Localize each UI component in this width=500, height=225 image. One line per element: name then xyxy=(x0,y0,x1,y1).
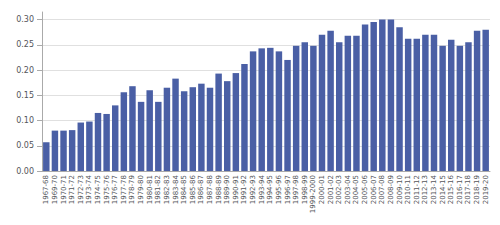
svg-text:1992-93: 1992-93 xyxy=(249,175,257,204)
svg-text:1982-83: 1982-83 xyxy=(163,175,171,204)
svg-text:1981-82: 1981-82 xyxy=(154,175,162,204)
svg-text:1997-98: 1997-98 xyxy=(292,175,300,204)
svg-text:1996-97: 1996-97 xyxy=(284,175,292,204)
svg-text:1984-85: 1984-85 xyxy=(180,175,188,204)
svg-text:1991-92: 1991-92 xyxy=(240,175,248,204)
svg-text:2000-01: 2000-01 xyxy=(318,175,326,204)
svg-text:0.00: 0.00 xyxy=(16,167,34,176)
svg-text:1986-87: 1986-87 xyxy=(197,175,205,204)
svg-text:1990-91: 1990-91 xyxy=(232,175,240,204)
svg-text:2009-10: 2009-10 xyxy=(396,175,404,204)
svg-text:2015-16: 2015-16 xyxy=(447,174,455,204)
svg-text:2016-17: 2016-17 xyxy=(456,175,464,204)
svg-text:0.10: 0.10 xyxy=(16,116,34,125)
svg-text:1969-70: 1969-70 xyxy=(51,175,59,204)
svg-text:0.20: 0.20 xyxy=(16,66,34,75)
svg-text:2004-05: 2004-05 xyxy=(352,175,360,204)
svg-text:1978-79: 1978-79 xyxy=(128,175,136,204)
svg-text:1999-2000: 1999-2000 xyxy=(309,175,317,213)
svg-text:1998-99: 1998-99 xyxy=(301,175,309,204)
svg-text:0.05: 0.05 xyxy=(16,141,34,150)
svg-text:1972-73: 1972-73 xyxy=(77,175,85,204)
svg-text:1976-77: 1976-77 xyxy=(111,175,119,204)
svg-text:2006-07: 2006-07 xyxy=(370,175,378,204)
svg-text:1967-68: 1967-68 xyxy=(42,175,50,204)
svg-text:2017-18: 2017-18 xyxy=(464,175,472,204)
svg-text:1995-96: 1995-96 xyxy=(275,174,283,204)
svg-text:1993-94: 1993-94 xyxy=(258,174,266,204)
svg-text:1980-81: 1980-81 xyxy=(146,175,154,204)
svg-text:0.15: 0.15 xyxy=(16,91,34,100)
svg-text:2018-19: 2018-19 xyxy=(473,175,481,204)
svg-text:1970-71: 1970-71 xyxy=(60,175,68,204)
svg-text:1994-95: 1994-95 xyxy=(266,175,274,204)
svg-text:2007-08: 2007-08 xyxy=(378,175,386,204)
svg-text:1988-89: 1988-89 xyxy=(215,175,223,204)
svg-text:1979-80: 1979-80 xyxy=(137,175,145,204)
svg-text:2013-14: 2013-14 xyxy=(430,174,438,204)
svg-text:1985-86: 1985-86 xyxy=(189,174,197,204)
svg-text:2010-11: 2010-11 xyxy=(404,175,412,204)
svg-text:2019-20: 2019-20 xyxy=(482,175,490,204)
svg-text:1974-75: 1974-75 xyxy=(94,175,102,204)
svg-text:2002-03: 2002-03 xyxy=(335,175,343,204)
svg-text:0.30: 0.30 xyxy=(16,15,34,24)
svg-text:2003-04: 2003-04 xyxy=(344,174,352,204)
svg-text:1971-72: 1971-72 xyxy=(68,175,76,204)
svg-text:2012-13: 2012-13 xyxy=(421,175,429,204)
svg-text:2001-02: 2001-02 xyxy=(327,175,335,204)
svg-text:1987-88: 1987-88 xyxy=(206,175,214,204)
svg-text:0.25: 0.25 xyxy=(16,40,34,49)
svg-text:1989-90: 1989-90 xyxy=(223,175,231,204)
svg-text:2011-12: 2011-12 xyxy=(413,175,421,204)
svg-text:2008-09: 2008-09 xyxy=(387,175,395,204)
svg-text:1973-74: 1973-74 xyxy=(85,174,93,204)
svg-text:1975-76: 1975-76 xyxy=(103,174,111,204)
svg-text:1977-78: 1977-78 xyxy=(120,175,128,204)
svg-text:1983-84: 1983-84 xyxy=(172,174,180,204)
svg-text:2014-15: 2014-15 xyxy=(439,175,447,204)
svg-text:2005-06: 2005-06 xyxy=(361,174,369,204)
